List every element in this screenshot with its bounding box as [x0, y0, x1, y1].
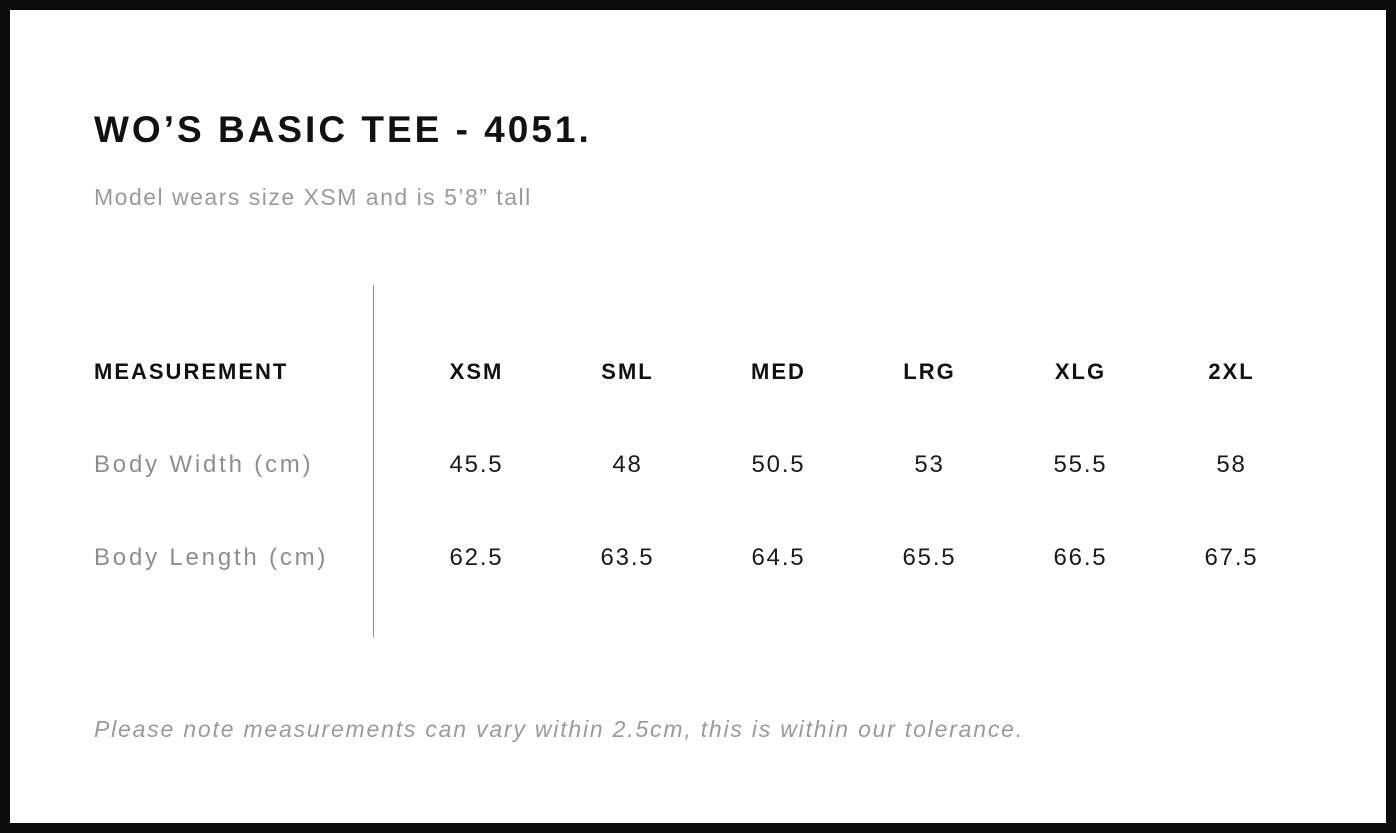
column-header-measurement: MEASUREMENT: [94, 358, 289, 384]
column-header-2xl: 2XL: [1208, 358, 1255, 384]
value-cell: 65.5: [902, 543, 957, 571]
value-cell: 64.5: [751, 543, 806, 571]
value-cell: 55.5: [1053, 450, 1108, 478]
value-cell: 63.5: [600, 543, 655, 571]
table-divider-line: [373, 285, 374, 637]
value-cell: 62.5: [449, 543, 504, 571]
value-cell: 58: [1216, 450, 1247, 478]
column-header-med: MED: [751, 358, 806, 384]
value-cell: 53: [914, 450, 945, 478]
column-header-sml: SML: [601, 358, 654, 384]
column-header-xsm: XSM: [449, 358, 504, 384]
column-header-xlg: XLG: [1054, 358, 1107, 384]
value-cell: 45.5: [449, 450, 504, 478]
size-table: MEASUREMENT XSM SML MED LRG XLG 2XL Body…: [94, 325, 1307, 604]
value-cell: 48: [612, 450, 643, 478]
page-title: WO’S BASIC TEE - 4051.: [94, 109, 592, 150]
value-cell: 66.5: [1053, 543, 1108, 571]
table-header-row: MEASUREMENT XSM SML MED LRG XLG 2XL: [94, 325, 1307, 418]
table-row-body-length: Body Length (cm) 62.5 63.5 64.5 65.5 66.…: [94, 511, 1307, 604]
table-row-body-width: Body Width (cm) 45.5 48 50.5 53 55.5 58: [94, 418, 1307, 511]
model-size-info: Model wears size XSM and is 5’8” tall: [94, 184, 532, 210]
tolerance-note: Please note measurements can vary within…: [94, 716, 1024, 742]
column-header-lrg: LRG: [903, 358, 956, 384]
row-label: Body Length (cm): [94, 543, 329, 571]
row-label: Body Width (cm): [94, 450, 314, 478]
value-cell: 67.5: [1204, 543, 1259, 571]
value-cell: 50.5: [751, 450, 806, 478]
